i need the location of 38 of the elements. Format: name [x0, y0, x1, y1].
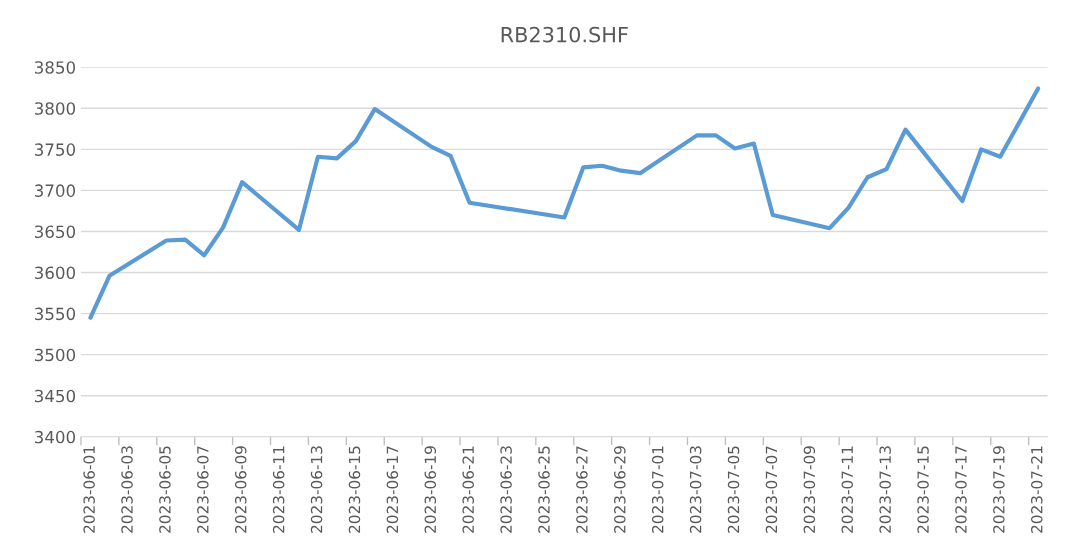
- x-tick-label: 2023-07-01: [651, 446, 664, 533]
- x-tick-label: 2023-07-21: [1031, 446, 1043, 533]
- x-tick-label: 2023-07-09: [803, 446, 816, 533]
- y-tick-label: 3550: [34, 307, 76, 321]
- y-tick-label: 3650: [34, 225, 76, 239]
- y-tick-label: 3450: [34, 389, 76, 403]
- x-tick-label: 2023-06-29: [614, 446, 626, 533]
- x-tick-label: 2023-06-19: [424, 446, 437, 533]
- y-tick-label: 3400: [34, 430, 76, 444]
- x-tick-label: 2023-07-05: [727, 446, 740, 533]
- x-tick-label: 2023-06-17: [386, 446, 399, 533]
- x-tick-label: 2023-06-23: [500, 446, 512, 533]
- y-tick-label: 3800: [34, 102, 76, 115]
- x-tick-label: 2023-06-11: [272, 446, 285, 533]
- y-tick-label: 3600: [34, 266, 76, 280]
- x-tick-label: 2023-06-27: [576, 446, 588, 533]
- x-tick-label: 2023-06-05: [159, 446, 171, 533]
- line-series: [88, 86, 1041, 320]
- x-tick-label: 2023-07-03: [689, 446, 702, 533]
- x-tick-label: 2023-06-13: [310, 446, 323, 533]
- x-tick-label: 2023-07-17: [955, 446, 967, 533]
- x-tick-label: 2023-06-25: [538, 446, 550, 533]
- x-tick-label: 2023-07-13: [879, 446, 891, 533]
- x-tick-label: 2023-06-21: [462, 446, 474, 533]
- x-tick-label: 2023-06-07: [197, 446, 209, 533]
- x-tick-label: 2023-07-15: [917, 446, 929, 533]
- x-tick-label: 2023-07-07: [765, 446, 778, 533]
- x-tick-label: 2023-06-01: [83, 446, 95, 533]
- y-tick-label: 3500: [34, 348, 76, 362]
- x-tick-label: 2023-06-15: [348, 446, 361, 533]
- x-tick-label: 2023-06-09: [234, 446, 247, 533]
- x-tick-label: 2023-07-19: [993, 446, 1005, 533]
- y-tick-label: 3700: [34, 184, 76, 197]
- chart-title: RB2310.SHF: [501, 26, 628, 43]
- y-tick-label: 3850: [34, 61, 76, 74]
- x-tick-label: 2023-07-11: [841, 446, 854, 533]
- x-tick-label: 2023-06-03: [121, 446, 133, 533]
- y-tick-label: 3750: [34, 143, 76, 156]
